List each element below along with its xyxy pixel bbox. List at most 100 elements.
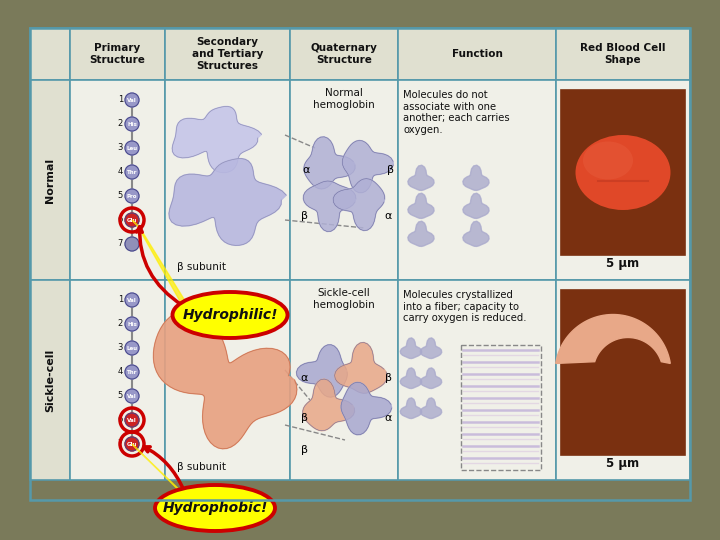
Polygon shape: [333, 179, 384, 231]
Text: 7: 7: [117, 440, 123, 449]
Text: Val: Val: [127, 394, 137, 399]
Bar: [165, 280, 290, 480]
Text: 5 μm: 5 μm: [606, 457, 639, 470]
Circle shape: [125, 141, 139, 155]
Bar: [461, 345, 541, 470]
Polygon shape: [304, 137, 355, 189]
Text: 2: 2: [118, 320, 123, 328]
Text: Glu: Glu: [127, 442, 138, 447]
Text: β: β: [300, 413, 307, 423]
Polygon shape: [463, 193, 489, 218]
Circle shape: [125, 117, 139, 131]
Text: Thr: Thr: [127, 170, 138, 174]
Text: Molecules crystallized
into a fiber; capacity to
carry oxygen is reduced.: Molecules crystallized into a fiber; cap…: [403, 290, 526, 323]
Polygon shape: [463, 165, 489, 191]
Text: β: β: [387, 165, 394, 175]
Text: Red Blood Cell
Shape: Red Blood Cell Shape: [580, 43, 666, 65]
Text: α: α: [384, 413, 392, 423]
Polygon shape: [400, 368, 422, 388]
Text: 1: 1: [118, 96, 123, 105]
Text: α: α: [300, 373, 307, 383]
Text: 1: 1: [118, 295, 123, 305]
Ellipse shape: [575, 135, 670, 210]
Text: α: α: [302, 165, 310, 175]
Circle shape: [125, 93, 139, 107]
Text: 3: 3: [117, 144, 123, 152]
Polygon shape: [341, 382, 392, 435]
Polygon shape: [400, 398, 422, 419]
Text: Molecules do not
associate with one
another; each carries
oxygen.: Molecules do not associate with one anot…: [403, 90, 510, 135]
Text: 5: 5: [118, 392, 123, 401]
Polygon shape: [420, 368, 441, 388]
Text: Hydrophilic!: Hydrophilic!: [182, 308, 278, 322]
Polygon shape: [132, 444, 205, 516]
Text: Leu: Leu: [127, 145, 138, 151]
Bar: [70, 280, 165, 480]
Polygon shape: [400, 338, 422, 359]
Bar: [70, 28, 165, 80]
Bar: [561, 90, 685, 255]
Text: 7: 7: [117, 240, 123, 248]
Bar: [290, 280, 398, 480]
Polygon shape: [408, 165, 434, 191]
Bar: [556, 80, 690, 280]
Bar: [30, 280, 70, 480]
Bar: [30, 28, 70, 80]
Text: β: β: [300, 445, 307, 455]
Polygon shape: [556, 314, 670, 363]
Circle shape: [125, 317, 139, 331]
Polygon shape: [408, 193, 434, 218]
Text: His: His: [127, 321, 137, 327]
Text: Pro: Pro: [127, 193, 138, 199]
Text: Secondary
and Tertiary
Structures: Secondary and Tertiary Structures: [192, 37, 264, 71]
Circle shape: [125, 165, 139, 179]
Polygon shape: [420, 338, 441, 359]
Text: Function: Function: [451, 49, 503, 59]
Text: β: β: [384, 373, 392, 383]
Ellipse shape: [583, 141, 633, 179]
Bar: [165, 80, 290, 280]
Bar: [398, 280, 556, 480]
Text: Glu: Glu: [127, 218, 138, 222]
Ellipse shape: [173, 292, 287, 338]
Polygon shape: [408, 221, 434, 246]
Bar: [30, 28, 690, 500]
Circle shape: [125, 293, 139, 307]
Polygon shape: [302, 379, 354, 431]
Polygon shape: [132, 220, 200, 325]
Circle shape: [125, 341, 139, 355]
Text: Primary
Structure: Primary Structure: [89, 43, 145, 65]
Circle shape: [125, 389, 139, 403]
Circle shape: [125, 413, 139, 427]
Bar: [290, 80, 398, 280]
Text: Normal
hemoglobin: Normal hemoglobin: [313, 88, 375, 110]
Bar: [561, 290, 685, 455]
Text: Normal: Normal: [45, 158, 55, 202]
Bar: [398, 80, 556, 280]
Text: 2: 2: [118, 119, 123, 129]
Text: 5: 5: [118, 192, 123, 200]
Bar: [398, 28, 556, 80]
Text: Thr: Thr: [127, 369, 138, 375]
Text: Sickle-cell
hemoglobin: Sickle-cell hemoglobin: [313, 288, 375, 309]
Circle shape: [125, 213, 139, 227]
Polygon shape: [420, 398, 441, 419]
Text: Leu: Leu: [127, 346, 138, 350]
Text: Quaternary
Structure: Quaternary Structure: [310, 43, 377, 65]
Text: 4: 4: [118, 167, 123, 177]
Polygon shape: [153, 311, 297, 449]
Text: 5 μm: 5 μm: [606, 257, 639, 270]
Polygon shape: [463, 221, 489, 246]
Bar: [290, 28, 398, 80]
Circle shape: [125, 365, 139, 379]
Bar: [556, 28, 690, 80]
Polygon shape: [172, 106, 261, 173]
Text: Val: Val: [127, 298, 137, 302]
Text: β subunit: β subunit: [177, 462, 226, 472]
Circle shape: [125, 237, 139, 251]
Polygon shape: [297, 345, 347, 397]
Bar: [165, 28, 290, 80]
Circle shape: [125, 189, 139, 203]
Text: 6: 6: [117, 415, 123, 424]
Ellipse shape: [155, 485, 275, 531]
